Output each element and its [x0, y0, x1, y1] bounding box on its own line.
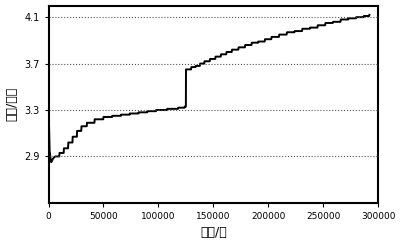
X-axis label: 时间/秒: 时间/秒 — [200, 226, 227, 239]
Y-axis label: 电压/伏特: 电压/伏特 — [6, 87, 18, 121]
